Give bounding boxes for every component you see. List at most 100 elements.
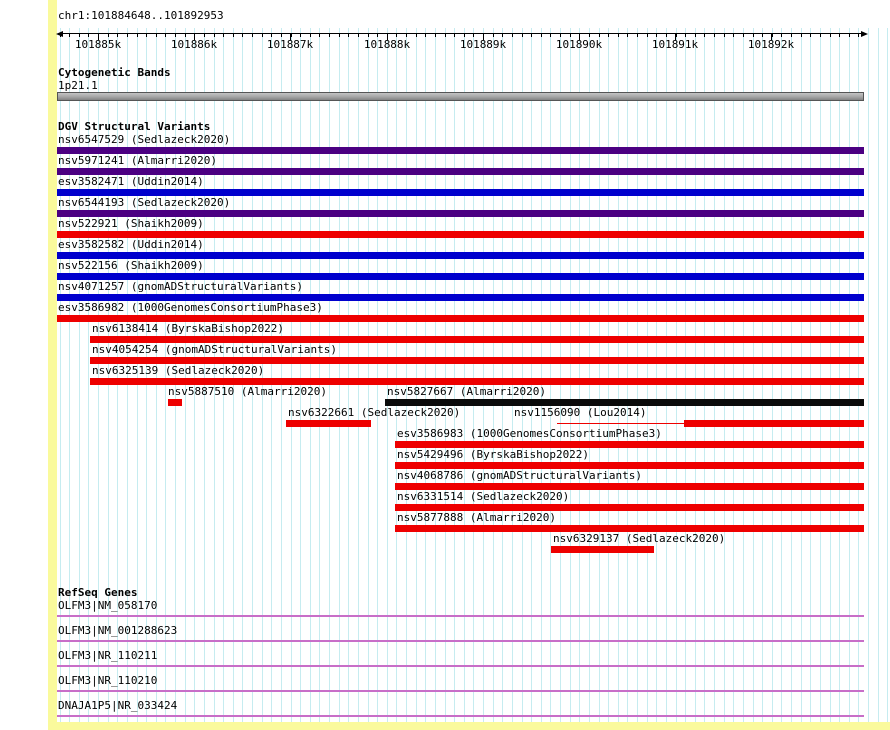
ruler-minor-tick: [454, 33, 456, 37]
ruler-minor-tick: [502, 33, 504, 37]
grid-line: [136, 28, 138, 722]
variant-bar[interactable]: [57, 189, 864, 196]
variant-bar[interactable]: [684, 420, 864, 427]
grid-line: [839, 28, 841, 722]
variant-label[interactable]: esv3586982 (1000GenomesConsortiumPhase3): [58, 301, 323, 314]
ruler-minor-tick: [242, 33, 244, 37]
gene-line[interactable]: [57, 640, 864, 642]
ruler-minor-tick: [531, 33, 533, 37]
grid-line: [425, 28, 427, 722]
ruler-minor-tick: [771, 33, 773, 37]
variant-bar[interactable]: [57, 147, 864, 154]
grid-line: [771, 28, 773, 722]
grid-line: [800, 28, 802, 722]
ruler-minor-tick: [415, 33, 417, 37]
variant-bar[interactable]: [57, 273, 864, 280]
variant-bar[interactable]: [90, 336, 864, 343]
ruler-minor-tick: [569, 33, 571, 37]
variant-bar[interactable]: [395, 504, 864, 511]
variant-bar[interactable]: [286, 420, 371, 427]
variant-extension-line: [557, 423, 684, 424]
variant-label[interactable]: nsv6325139 (Sedlazeck2020): [92, 364, 265, 377]
variant-label[interactable]: nsv1156090 (Lou2014): [514, 406, 647, 419]
ruler-major-tick: [483, 33, 484, 40]
ruler-minor-tick: [280, 33, 282, 37]
variant-label[interactable]: nsv6547529 (Sedlazeck2020): [58, 133, 231, 146]
gene-line[interactable]: [57, 690, 864, 692]
ruler-minor-tick: [762, 33, 764, 37]
variant-label[interactable]: nsv522921 (Shaikh2009): [58, 217, 204, 230]
grid-line: [165, 28, 167, 722]
grid-line: [848, 28, 850, 722]
variant-bar[interactable]: [57, 315, 864, 322]
cytoband-glyph[interactable]: [57, 92, 864, 101]
ruler-minor-tick: [810, 33, 812, 37]
variant-label[interactable]: esv3582582 (Uddin2014): [58, 238, 204, 251]
variant-label[interactable]: nsv5887510 (Almarri2020): [168, 385, 327, 398]
variant-label[interactable]: nsv5971241 (Almarri2020): [58, 154, 217, 167]
variant-label[interactable]: nsv5429496 (ByrskaBishop2022): [397, 448, 590, 461]
gene-line[interactable]: [57, 665, 864, 667]
ruler-minor-tick: [665, 33, 667, 37]
grid-line: [357, 28, 359, 722]
variant-label[interactable]: nsv6138414 (ByrskaBishop2022): [92, 322, 285, 335]
variant-label[interactable]: nsv6331514 (Sedlazeck2020): [397, 490, 570, 503]
variant-label[interactable]: nsv4071257 (gnomADStructuralVariants): [58, 280, 304, 293]
ruler-minor-tick: [117, 33, 119, 37]
variant-label[interactable]: nsv6329137 (Sedlazeck2020): [553, 532, 726, 545]
ruler-minor-tick: [59, 33, 61, 37]
variant-bar[interactable]: [57, 231, 864, 238]
ruler-minor-tick: [848, 33, 850, 37]
variant-bar[interactable]: [395, 462, 864, 469]
dgv-variants-heading: DGV Structural Variants: [58, 120, 211, 133]
variant-bar[interactable]: [168, 399, 182, 406]
grid-line: [300, 28, 302, 722]
ruler-minor-tick: [637, 33, 638, 37]
grid-line: [617, 28, 619, 722]
variant-label[interactable]: nsv4068786 (gnomADStructuralVariants): [397, 469, 643, 482]
ruler-minor-tick: [839, 33, 841, 37]
variant-label[interactable]: nsv522156 (Shaikh2009): [58, 259, 204, 272]
ruler-minor-tick: [348, 33, 350, 37]
variant-bar[interactable]: [395, 483, 864, 490]
variant-label[interactable]: esv3586983 (1000GenomesConsortiumPhase3): [397, 427, 662, 440]
variant-bar[interactable]: [57, 294, 864, 301]
grid-line: [742, 28, 744, 722]
grid-line: [791, 28, 792, 722]
ruler-minor-tick: [329, 33, 330, 37]
ruler-minor-tick: [511, 33, 513, 37]
variant-bar[interactable]: [57, 252, 864, 259]
grid-line: [550, 28, 552, 722]
grid-line: [463, 28, 465, 722]
grid-line: [69, 28, 71, 722]
ruler-minor-tick: [521, 33, 523, 37]
ruler-minor-tick: [752, 33, 754, 37]
variant-bar[interactable]: [90, 357, 864, 364]
variant-bar[interactable]: [385, 399, 864, 406]
ruler-tick-label: 101889k: [459, 38, 507, 51]
gene-line[interactable]: [57, 615, 864, 617]
variant-label[interactable]: esv3582471 (Uddin2014): [58, 175, 204, 188]
grid-line: [637, 28, 638, 722]
gene-line[interactable]: [57, 715, 864, 717]
grid-line: [444, 28, 446, 722]
grid-line: [386, 28, 388, 722]
grid-line: [694, 28, 696, 722]
grid-line: [665, 28, 667, 722]
grid-line: [704, 28, 706, 722]
variant-bar[interactable]: [395, 525, 864, 532]
variant-label[interactable]: nsv4054254 (gnomADStructuralVariants): [92, 343, 338, 356]
variant-bar[interactable]: [57, 168, 864, 175]
variant-label[interactable]: nsv5877888 (Almarri2020): [397, 511, 556, 524]
variant-bar[interactable]: [57, 210, 864, 217]
ruler-minor-tick: [107, 33, 109, 37]
variant-label[interactable]: nsv6322661 (Sedlazeck2020): [288, 406, 461, 419]
variant-label[interactable]: nsv5827667 (Almarri2020): [387, 385, 546, 398]
ruler-minor-tick: [434, 33, 436, 37]
variant-label[interactable]: nsv6544193 (Sedlazeck2020): [58, 196, 231, 209]
ruler-major-tick: [98, 33, 99, 40]
ruler-minor-tick: [444, 33, 446, 37]
variant-bar[interactable]: [395, 441, 864, 448]
variant-bar[interactable]: [551, 546, 654, 553]
variant-bar[interactable]: [90, 378, 864, 385]
